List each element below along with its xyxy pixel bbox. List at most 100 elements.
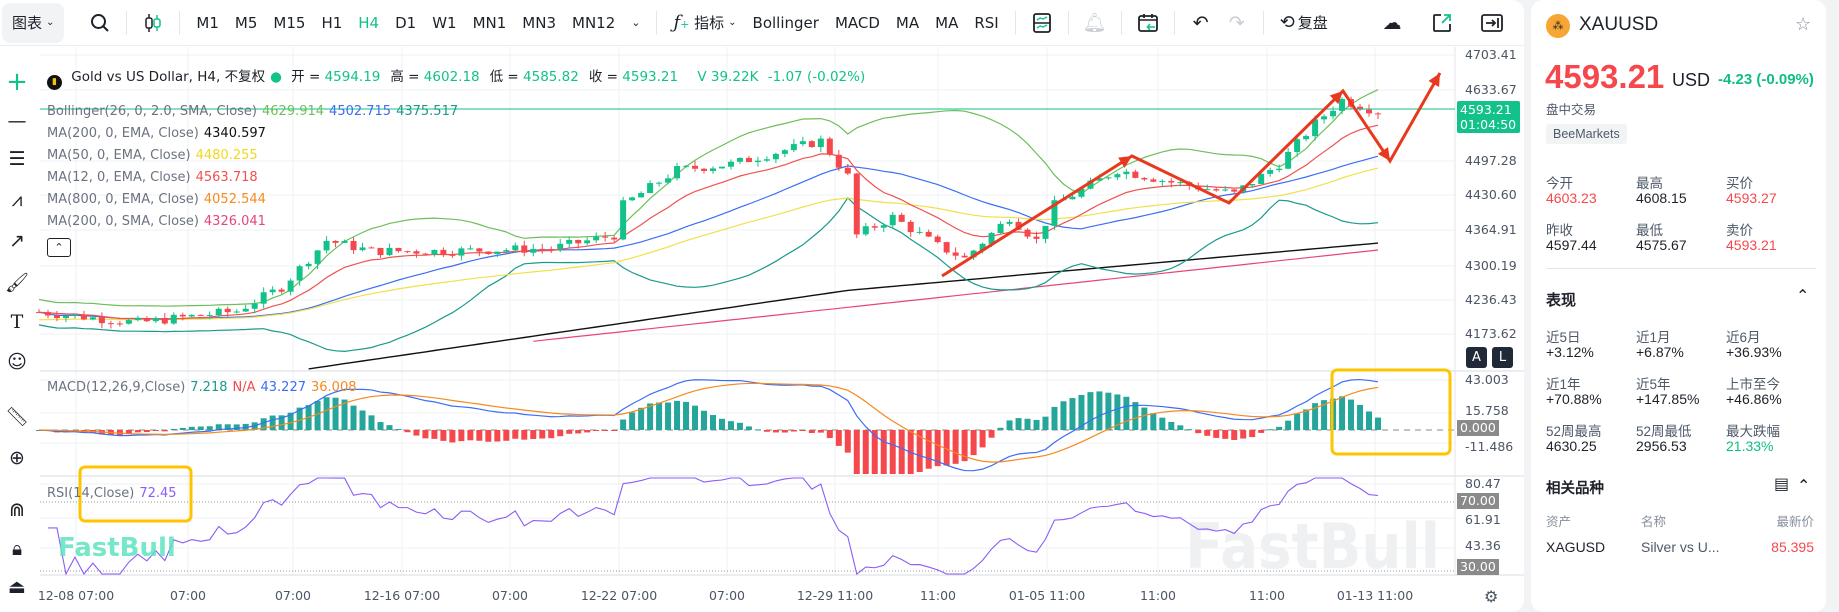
timeframe-mn12[interactable]: MN12 — [572, 13, 616, 32]
macd-histogram-bar — [323, 397, 330, 430]
favorite-star-icon[interactable]: ☆ — [1795, 14, 1812, 34]
fib-lines-icon[interactable]: ☰ — [8, 148, 26, 170]
cloud-sync-icon[interactable]: ☁︎ — [1382, 11, 1402, 34]
stat-label: 昨收 — [1546, 223, 1573, 238]
indicator-value: 4340.597 — [203, 126, 266, 141]
divider — [1546, 268, 1816, 269]
time-axis-label: 12-08 07:00 — [37, 588, 115, 603]
candle-body — [1114, 174, 1121, 178]
ohlc-item: 收 = 4593.21 — [588, 69, 679, 85]
zoom-in-icon[interactable]: ⊕ — [9, 447, 25, 469]
hide-drawings-icon[interactable]: ⏏ — [8, 576, 26, 598]
share-icon[interactable] — [1424, 5, 1460, 41]
indicator-legend[interactable]: MA(200, 0, SMA, Close) 4326.041 — [47, 214, 271, 229]
search-icon[interactable] — [82, 5, 118, 41]
alert-bell-icon[interactable]: 🔔︎ — [1082, 12, 1107, 34]
candle-body — [1294, 139, 1301, 152]
ruler-icon[interactable]: 📏︎ — [4, 405, 30, 428]
macd-histogram-bar — [1051, 406, 1058, 430]
candle-body — [278, 289, 285, 292]
candle-body — [377, 247, 384, 256]
timeframe-m15[interactable]: M15 — [273, 13, 306, 32]
chart-settings-icon[interactable]: ⚙ — [1484, 587, 1499, 606]
pattern-tool-icon[interactable]: ⩘ — [11, 189, 23, 211]
timeframe-w1[interactable]: W1 — [432, 13, 457, 32]
indicator-legend[interactable]: MA(50, 0, EMA, Close) 4480.255 — [47, 148, 263, 163]
crosshair-icon[interactable]: + — [6, 67, 28, 97]
symbol-title: Gold vs US Dollar, H4, 不复权 — [71, 69, 266, 85]
collapse-panel-icon[interactable] — [1474, 5, 1510, 41]
more-timeframes-chevron-icon[interactable]: ⌄ — [631, 16, 641, 29]
macd-histogram-bar — [763, 430, 770, 432]
redo-icon[interactable]: ↷ — [1228, 11, 1245, 34]
macd-histogram-bar — [152, 430, 159, 431]
macd-value: 7.218 — [190, 380, 228, 395]
macd-histogram-bar — [817, 430, 824, 433]
candle-body — [727, 161, 734, 167]
performance-label: 近5日 — [1546, 330, 1581, 345]
candle-body — [62, 315, 69, 319]
timeframe-d1[interactable]: D1 — [395, 13, 417, 32]
macd-histogram-bar — [1186, 429, 1193, 431]
timeframe-mn1[interactable]: MN1 — [472, 13, 507, 32]
projection-tool-icon[interactable]: ↗ — [9, 230, 25, 252]
stat-value: 4593.21 — [1726, 237, 1777, 253]
panel-change-pct: (-0.09%) — [1756, 71, 1814, 88]
macd-histogram-bar — [224, 424, 231, 430]
candlestick-type-icon[interactable] — [135, 5, 171, 41]
macd-histogram-bar — [440, 430, 447, 441]
line-tool-icon[interactable]: — — [7, 110, 27, 132]
macd-histogram-bar — [862, 430, 869, 474]
undo-icon[interactable]: ↶ — [1192, 11, 1209, 34]
indicator-shortcut-ma[interactable]: MA — [935, 13, 959, 32]
candle-body — [314, 250, 321, 264]
timeframe-m1[interactable]: M1 — [196, 13, 219, 32]
candle-body — [683, 165, 690, 167]
indicator-shortcut-rsi[interactable]: RSI — [974, 13, 999, 32]
indicators-button[interactable]: ƒ+ 指标 ⌄ — [665, 12, 744, 33]
macd-histogram-bar — [925, 430, 932, 469]
list-icon[interactable]: ▤ — [1774, 476, 1790, 493]
performance-value: 2956.53 — [1636, 438, 1687, 454]
timeframe-h4[interactable]: H4 — [358, 13, 380, 32]
calendar-icon[interactable] — [1130, 5, 1166, 41]
indicator-value: 4629.914 — [262, 104, 325, 119]
panel-scrollbar[interactable] — [1828, 0, 1839, 612]
text-tool-icon[interactable]: T — [10, 311, 24, 333]
timeframe-h1[interactable]: H1 — [321, 13, 343, 32]
candle-body — [152, 317, 159, 322]
macd-histogram-bar — [1339, 396, 1346, 430]
layout-icon[interactable] — [1024, 5, 1060, 41]
candle-body — [1267, 170, 1274, 174]
indicator-shortcut-ma[interactable]: MA — [895, 13, 920, 32]
indicator-legend[interactable]: MA(800, 0, EMA, Close) 4052.544 — [47, 192, 271, 207]
collapse-related-icon[interactable]: ⌃ — [1797, 478, 1811, 495]
indicator-shortcut-macd[interactable]: MACD — [834, 13, 880, 32]
rsi-highlight-box — [78, 465, 193, 523]
candle-body — [970, 250, 977, 258]
brush-icon[interactable]: 🖌︎ — [4, 271, 30, 294]
indicator-shortcut-bollinger[interactable]: Bollinger — [752, 13, 819, 32]
macd-histogram-bar — [1150, 413, 1157, 430]
timeframe-mn3[interactable]: MN3 — [522, 13, 556, 32]
price-chart[interactable]: FastBull — [0, 0, 1524, 612]
lock-drawings-icon[interactable]: 🔒︎ — [11, 538, 23, 560]
candle-body — [943, 242, 950, 253]
indicator-legend[interactable]: Bollinger(26, 0, 2.0, SMA, Close) 4629.91… — [47, 104, 463, 119]
indicator-legend[interactable]: MA(12, 0, EMA, Close) 4563.718 — [47, 170, 263, 185]
candle-body — [602, 236, 609, 238]
chart-menu-button[interactable]: 图表 ⌄ — [2, 2, 65, 43]
current-price-value: 4593.21 — [1460, 102, 1512, 117]
replay-button[interactable]: ⟲ 复盘 — [1272, 12, 1336, 33]
indicator-legend[interactable]: MA(200, 0, EMA, Close) 4340.597 — [47, 126, 271, 141]
collapse-legend-button[interactable]: ⌃ — [47, 238, 71, 257]
magnet-icon[interactable]: ⋒ — [9, 499, 25, 521]
auto-scale-button[interactable]: A — [1466, 347, 1487, 368]
log-scale-button[interactable]: L — [1492, 347, 1513, 368]
emoji-icon[interactable]: ☺ — [7, 351, 27, 373]
timeframe-m5[interactable]: M5 — [234, 13, 258, 32]
macd-histogram-bar — [143, 430, 150, 433]
panel-change: -4.23 — [1718, 71, 1753, 88]
candle-body — [1231, 189, 1238, 192]
collapse-performance-icon[interactable]: ⌃ — [1796, 288, 1810, 305]
